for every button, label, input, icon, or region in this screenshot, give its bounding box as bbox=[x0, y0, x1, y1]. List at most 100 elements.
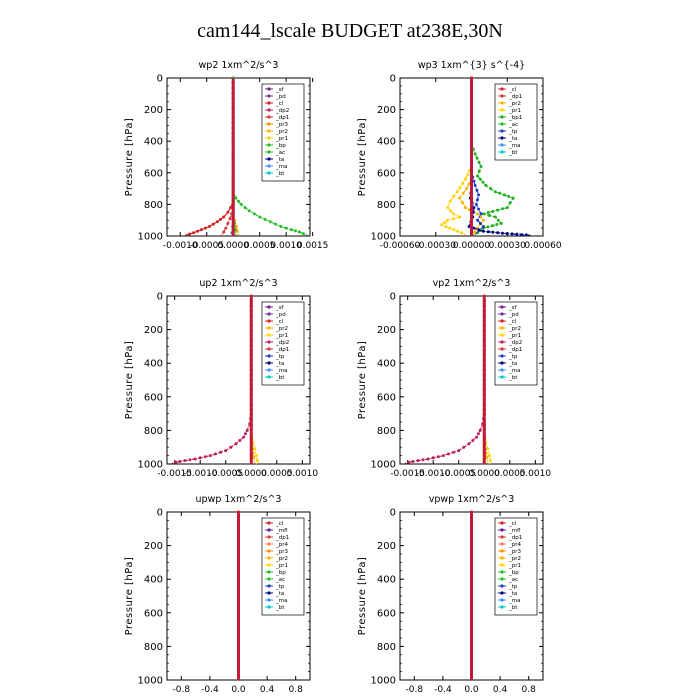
series-point-cl bbox=[222, 215, 226, 219]
x-tick-label: -0.00030 bbox=[416, 241, 457, 251]
y-tick-label: 400 bbox=[144, 359, 163, 370]
series-point-cl bbox=[203, 226, 207, 230]
y-tick-label: 1000 bbox=[138, 460, 163, 471]
legend-label-dp1: _dp1 bbox=[275, 535, 289, 541]
x-tick-label: -0.8 bbox=[173, 685, 191, 695]
chart-panel-1: wp2 1xm^2/s^3 Pressure [hPa] 0 200 400 600 800… bbox=[124, 60, 328, 251]
legend-label-ac: _ac bbox=[508, 122, 518, 128]
series-point-cl bbox=[229, 206, 233, 210]
series-point-bp1 bbox=[473, 152, 477, 156]
legend-marker-ta bbox=[267, 157, 271, 161]
series-line-pr2 bbox=[458, 78, 485, 237]
series-point-pr1 bbox=[466, 173, 469, 177]
series-point-pr1 bbox=[449, 209, 453, 213]
series-point-dp2 bbox=[411, 460, 415, 463]
legend-label-tp: _tp bbox=[508, 584, 518, 590]
series-point-dp2 bbox=[462, 445, 466, 449]
x-tick-label: 0.4 bbox=[260, 685, 275, 695]
legend-label-bt: _bt bbox=[275, 375, 285, 381]
y-tick-label: 800 bbox=[377, 426, 396, 437]
series-point-bp1 bbox=[505, 206, 509, 210]
legend-marker-ac bbox=[500, 122, 504, 126]
series-point-pr1 bbox=[443, 221, 447, 225]
series-point-bp1 bbox=[481, 212, 485, 216]
y-tick-label: 800 bbox=[144, 642, 163, 653]
legend-marker-ta bbox=[500, 591, 504, 595]
series-point-dp2 bbox=[208, 454, 212, 458]
series-point-ac bbox=[252, 212, 256, 216]
figure-title: cam144_lscale BUDGET at238E,30N bbox=[197, 20, 503, 42]
y-tick-label: 1000 bbox=[138, 232, 163, 243]
x-tick-label: -0.0005 bbox=[189, 241, 224, 251]
series-point-pr2 bbox=[467, 182, 471, 186]
series-point-pr1 bbox=[486, 447, 490, 451]
series-point-ta bbox=[467, 225, 471, 228]
legend-label-pr1: _pr1 bbox=[275, 333, 288, 339]
legend-label-pr4: _pr4 bbox=[508, 542, 522, 548]
series-point-dp1 bbox=[228, 217, 232, 221]
series-point-ta bbox=[510, 232, 514, 236]
legend-label-dp1: _dp1 bbox=[508, 94, 522, 100]
legend-marker-dp1 bbox=[500, 347, 504, 351]
legend-marker-cl bbox=[500, 319, 504, 323]
legend-marker-sf bbox=[267, 305, 271, 309]
series-point-dp2 bbox=[188, 458, 192, 462]
series-point-dp2 bbox=[219, 450, 223, 454]
y-tick-label: 200 bbox=[377, 105, 396, 116]
series-point-pr1 bbox=[440, 223, 444, 227]
series-point-bp1 bbox=[490, 224, 494, 228]
panel-title: upwp 1xm^2/s^3 bbox=[196, 494, 282, 505]
legend-label-cl: _cl bbox=[275, 101, 284, 107]
x-tick-label: -0.0005 bbox=[441, 469, 476, 479]
series-point-pr1 bbox=[254, 454, 258, 458]
legend-label-mfl: _mfl bbox=[275, 528, 288, 534]
series-point-tp bbox=[472, 179, 476, 183]
series-point-dp2 bbox=[476, 432, 480, 436]
series-point-pr2 bbox=[461, 201, 465, 205]
legend-marker-cl bbox=[267, 521, 271, 525]
legend-label-bt: _bt bbox=[275, 605, 285, 611]
legend-label-pr1: _pr1 bbox=[275, 563, 288, 569]
series-point-dp2 bbox=[242, 435, 246, 439]
legend-marker-bp bbox=[500, 570, 504, 574]
legend-marker-tp bbox=[500, 129, 504, 133]
y-tick-label: 600 bbox=[144, 168, 163, 179]
series-point-ta bbox=[515, 232, 519, 236]
series-point-bp1 bbox=[501, 207, 504, 211]
series-point-pr1 bbox=[452, 195, 456, 198]
series-point-ac bbox=[284, 226, 288, 230]
legend-label-pr2: _pr2 bbox=[508, 556, 521, 562]
legend-label-dp2: _dp2 bbox=[275, 108, 289, 114]
series-point-cl bbox=[207, 225, 211, 228]
series-point-ac bbox=[290, 228, 293, 232]
series-line-dp2 bbox=[404, 296, 485, 464]
legend-marker-dp2 bbox=[267, 340, 271, 344]
x-tick-label: 0.0 bbox=[464, 685, 479, 695]
panel-title: up2 1xm^2/s^3 bbox=[199, 278, 277, 289]
series-point-cl bbox=[215, 220, 219, 224]
y-tick-label: 600 bbox=[377, 168, 396, 179]
series-point-dp2 bbox=[203, 455, 207, 459]
legend: _sf_pd_cl_dp2_dp1_pr3_pr2_pr1_bp_ac_ta_m… bbox=[261, 83, 305, 182]
x-tick-label: 0.0000 bbox=[217, 241, 249, 251]
series-point-pr2 bbox=[473, 230, 476, 234]
series-point-ac bbox=[274, 222, 278, 226]
series-dp2 bbox=[171, 294, 253, 464]
legend-marker-ma bbox=[500, 368, 504, 372]
series-point-dp2 bbox=[174, 460, 178, 464]
y-tick-label: 400 bbox=[377, 575, 396, 586]
series-point-dp2 bbox=[407, 460, 411, 464]
y-tick-label: 0 bbox=[390, 508, 396, 519]
legend-label-pr2: _pr2 bbox=[275, 326, 288, 332]
series-point-tp bbox=[477, 207, 481, 211]
series-point-pr2 bbox=[234, 225, 238, 228]
series-point-pr1 bbox=[488, 459, 492, 463]
series-point-bp1 bbox=[479, 165, 483, 168]
y-tick-label: 400 bbox=[144, 137, 163, 148]
legend-label-pr2: _pr2 bbox=[508, 101, 521, 107]
legend-marker-pr4 bbox=[267, 542, 271, 546]
series-point-ta bbox=[472, 206, 476, 210]
y-tick-label: 800 bbox=[144, 426, 163, 437]
legend-label-sf: _sf bbox=[508, 305, 518, 311]
legend-marker-mfl bbox=[500, 528, 504, 532]
